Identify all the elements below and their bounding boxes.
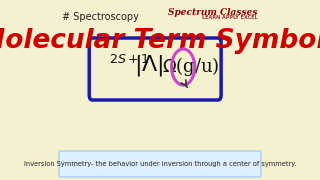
Text: Spectrum Classes: Spectrum Classes (168, 8, 258, 17)
Text: # Spectroscopy: # Spectroscopy (62, 12, 139, 22)
FancyBboxPatch shape (59, 151, 261, 177)
Text: Molecular Term Symbols: Molecular Term Symbols (0, 28, 320, 54)
Text: $^{2S+1}$: $^{2S+1}$ (108, 55, 149, 73)
Text: Inversion Symmetry- the behavior under inversion through a center of symmetry.: Inversion Symmetry- the behavior under i… (24, 161, 296, 167)
Text: $\Omega$(g/u): $\Omega$(g/u) (162, 55, 220, 78)
Text: $|\Lambda|$: $|\Lambda|$ (134, 53, 163, 78)
Text: LEARN APPLY EXCEL: LEARN APPLY EXCEL (202, 15, 258, 20)
FancyBboxPatch shape (89, 38, 221, 100)
